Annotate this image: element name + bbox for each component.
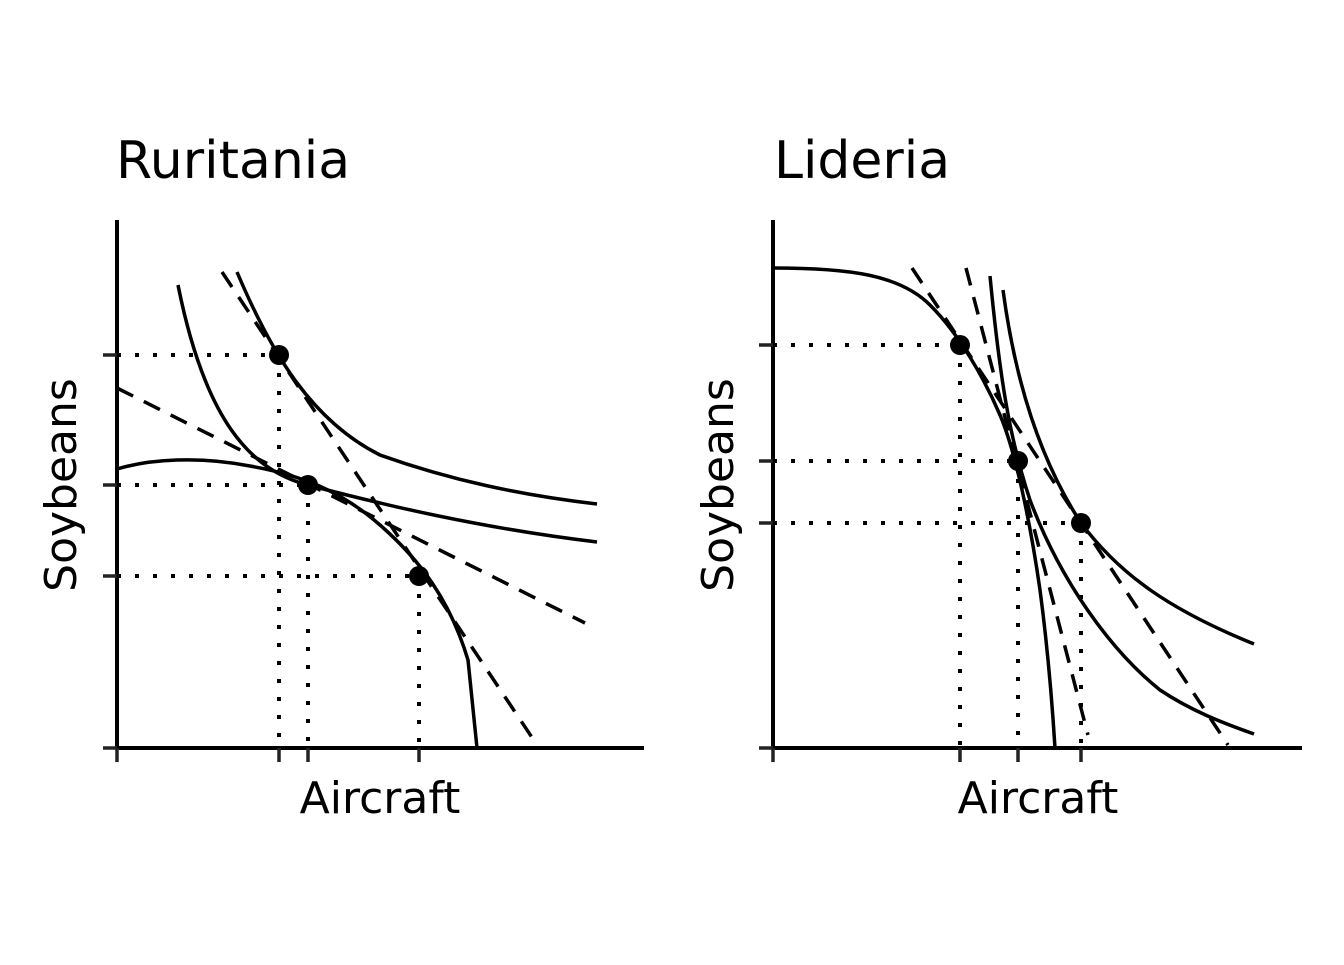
- consumption-point: [269, 345, 289, 365]
- axes: [771, 220, 1302, 750]
- trade-price-line: [220, 271, 539, 746]
- panel-lideria: Lideria: [693, 131, 1302, 824]
- y-axis-label: Soybeans: [693, 378, 744, 592]
- autarky-price-line: [116, 386, 586, 625]
- production-point: [409, 566, 429, 586]
- autarky-point: [298, 475, 318, 495]
- production-point: [1008, 451, 1028, 471]
- panel-title: Ruritania: [116, 131, 350, 191]
- x-ticks: [115, 748, 421, 762]
- indifference-curve-low: [176, 284, 598, 544]
- guide-lines: [117, 353, 421, 748]
- axes: [115, 220, 644, 750]
- y-axis-label: Soybeans: [36, 378, 87, 592]
- guide-lines: [773, 343, 1083, 748]
- panel-ruritania: Ruritania: [36, 131, 644, 824]
- y-ticks: [759, 343, 773, 750]
- trade-price-line: [964, 267, 1090, 736]
- x-axis-label: Aircraft: [958, 773, 1119, 824]
- x-ticks: [771, 748, 1083, 762]
- y-ticks: [103, 353, 117, 750]
- consumption-point: [1071, 513, 1091, 533]
- x-axis-label: Aircraft: [300, 773, 461, 824]
- indifference-curve-low: [988, 275, 1255, 736]
- production-possibility-frontier: [772, 266, 1057, 749]
- autarky-point: [950, 335, 970, 355]
- production-possibility-frontier: [116, 458, 479, 749]
- panel-title: Lideria: [774, 131, 950, 191]
- indifference-curve-high: [235, 271, 598, 506]
